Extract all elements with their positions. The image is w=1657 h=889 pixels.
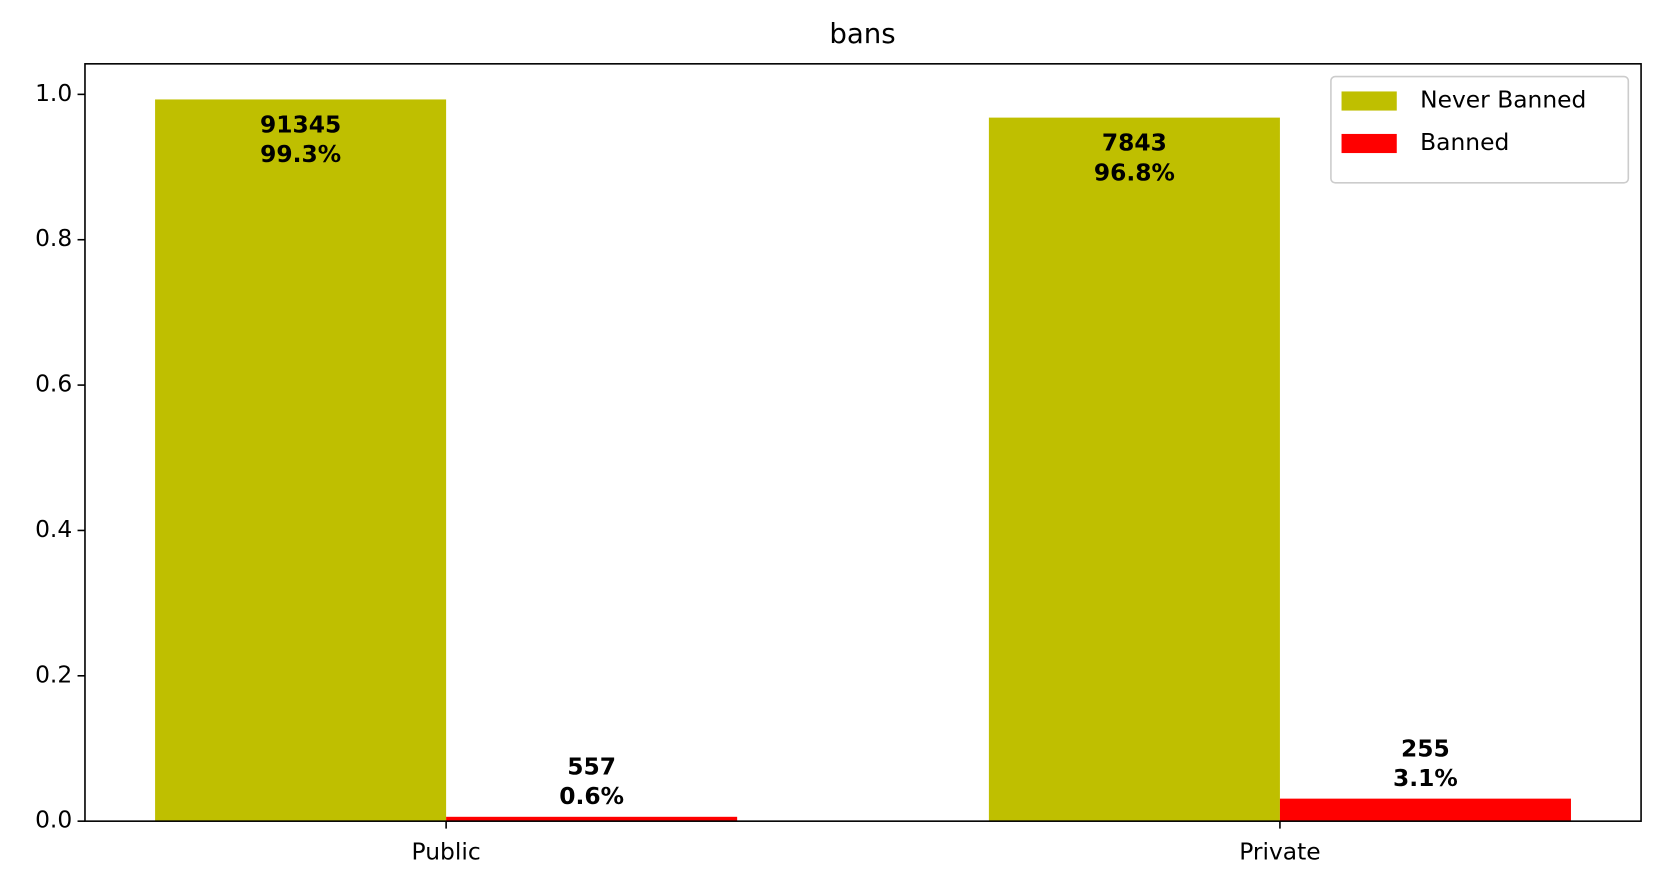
value-label: 0.6%: [559, 782, 624, 810]
plot-frame: [84, 63, 1642, 822]
value-label: 99.3%: [260, 140, 341, 168]
legend-box: [1330, 75, 1630, 184]
y-tick-label: 0.4: [35, 515, 72, 543]
y-tick-label: 0.0: [35, 806, 72, 834]
x-tick-label: Private: [1239, 838, 1320, 866]
bar: [988, 117, 1280, 822]
y-tick-label: 0.8: [35, 224, 72, 252]
y-tick-label: 1.0: [35, 79, 72, 107]
bar: [1279, 798, 1571, 822]
legend-label: Never Banned: [1420, 86, 1586, 114]
legend-swatch: [1341, 133, 1397, 154]
bar: [446, 816, 738, 822]
y-tick-label: 0.6: [35, 370, 72, 398]
value-label: 96.8%: [1094, 158, 1175, 186]
value-label: 91345: [260, 111, 341, 139]
value-label: 7843: [1102, 129, 1167, 157]
x-tick-label: Public: [412, 838, 481, 866]
chart-title: bans: [829, 17, 895, 50]
value-label: 3.1%: [1393, 764, 1458, 792]
legend-swatch: [1341, 91, 1397, 111]
value-label: 255: [1401, 734, 1450, 762]
y-tick-label: 0.2: [35, 660, 72, 688]
bar: [155, 99, 447, 822]
legend-label: Banned: [1420, 128, 1509, 156]
value-label: 557: [567, 752, 616, 780]
